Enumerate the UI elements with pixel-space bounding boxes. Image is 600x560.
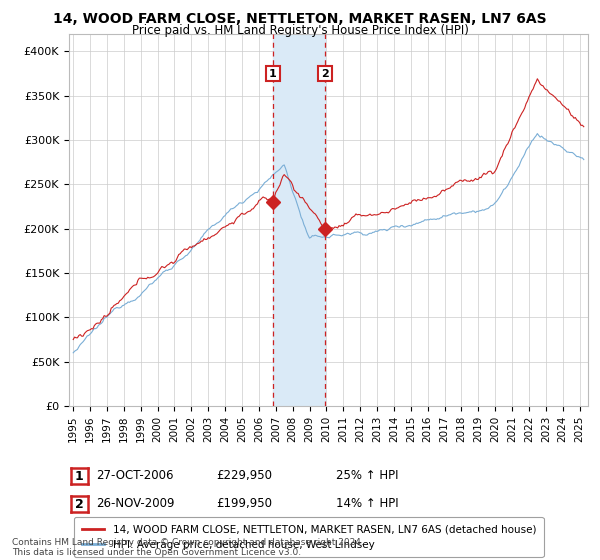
Text: 1: 1	[75, 469, 83, 483]
Bar	[273, 34, 325, 406]
Text: 27-OCT-2006: 27-OCT-2006	[96, 469, 173, 482]
Text: Contains HM Land Registry data © Crown copyright and database right 2024.
This d: Contains HM Land Registry data © Crown c…	[12, 538, 364, 557]
Text: £229,950: £229,950	[216, 469, 272, 482]
Text: £199,950: £199,950	[216, 497, 272, 510]
Text: 2: 2	[321, 68, 329, 78]
Text: 25% ↑ HPI: 25% ↑ HPI	[336, 469, 398, 482]
Text: 26-NOV-2009: 26-NOV-2009	[96, 497, 175, 510]
Text: 1: 1	[269, 68, 277, 78]
Text: 14, WOOD FARM CLOSE, NETTLETON, MARKET RASEN, LN7 6AS: 14, WOOD FARM CLOSE, NETTLETON, MARKET R…	[53, 12, 547, 26]
Text: Price paid vs. HM Land Registry's House Price Index (HPI): Price paid vs. HM Land Registry's House …	[131, 24, 469, 36]
Text: 2: 2	[75, 497, 83, 511]
Legend: 14, WOOD FARM CLOSE, NETTLETON, MARKET RASEN, LN7 6AS (detached house), HPI: Ave: 14, WOOD FARM CLOSE, NETTLETON, MARKET R…	[74, 517, 544, 557]
Text: 14% ↑ HPI: 14% ↑ HPI	[336, 497, 398, 510]
